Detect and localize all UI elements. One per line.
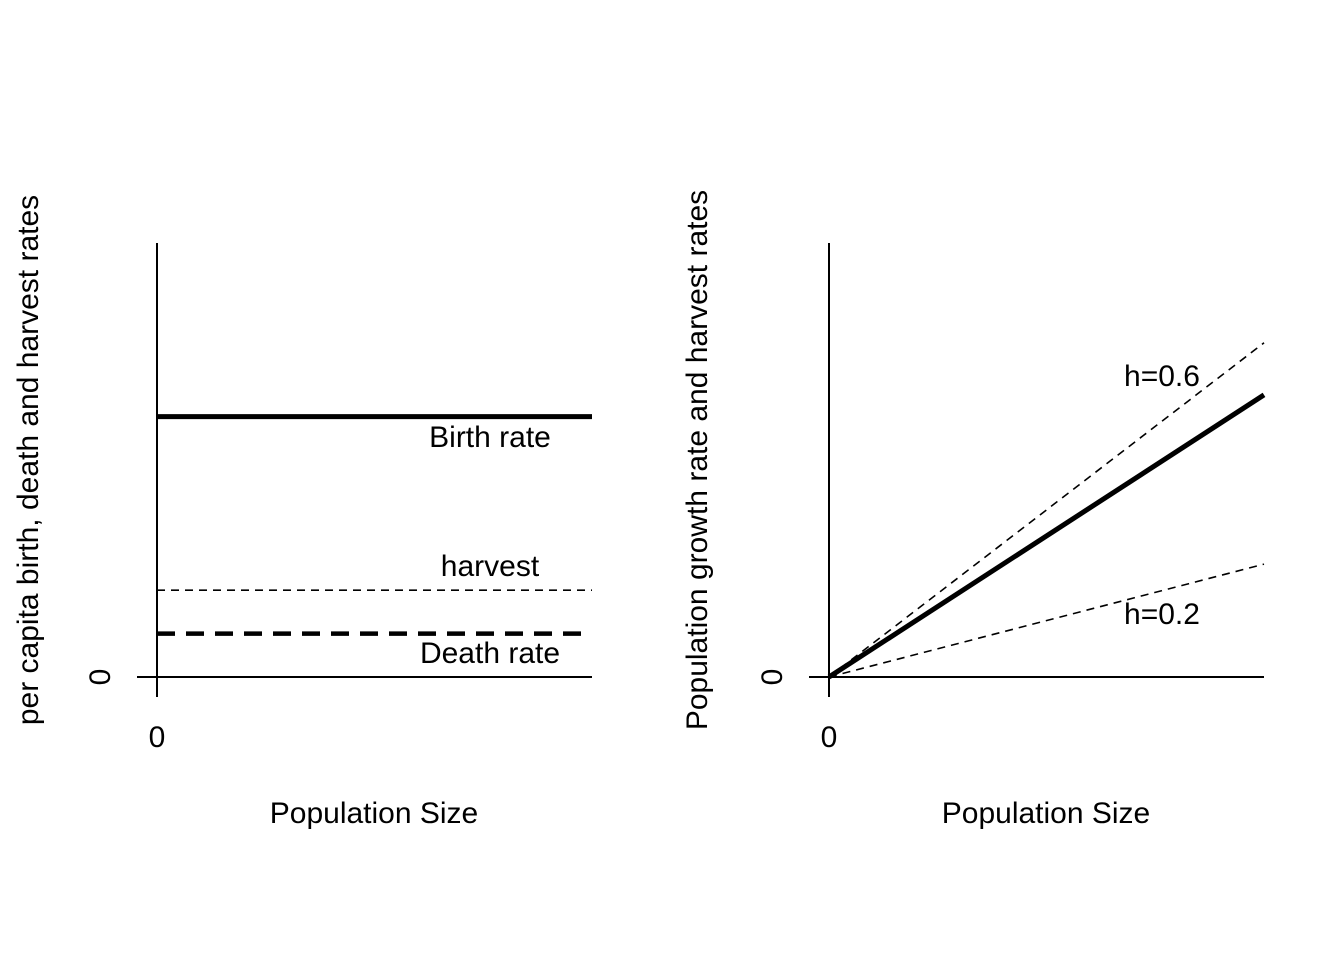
x-tick-label: 0 (821, 721, 838, 754)
y-axis-title: Population growth rate and harvest rates (681, 190, 714, 730)
y-tick-label: 0 (84, 669, 117, 686)
series-line-1 (828, 342, 1265, 678)
series-label-2: h=0.2 (1124, 598, 1200, 631)
x-axis-title: Population Size (270, 797, 478, 830)
right-panel: h=0.6 h=0.2 0 0 Population Size Population gr… (681, 190, 1266, 830)
y-axis-title: per capita birth, death and harvest rate… (12, 195, 45, 725)
x-tick-label: 0 (149, 721, 166, 754)
series-label-0: Birth rate (429, 421, 551, 454)
series-label-1: harvest (441, 550, 540, 583)
series-line-2 (828, 563, 1265, 678)
left-panel: Birth rate harvest Death rate 0 0 Population … (12, 195, 592, 830)
series-label-2: Death rate (420, 637, 560, 670)
y-tick-label: 0 (756, 669, 789, 686)
x-axis-title: Population Size (942, 797, 1150, 830)
series-line-0 (827, 392, 1266, 680)
series-label-1: h=0.6 (1124, 360, 1200, 393)
